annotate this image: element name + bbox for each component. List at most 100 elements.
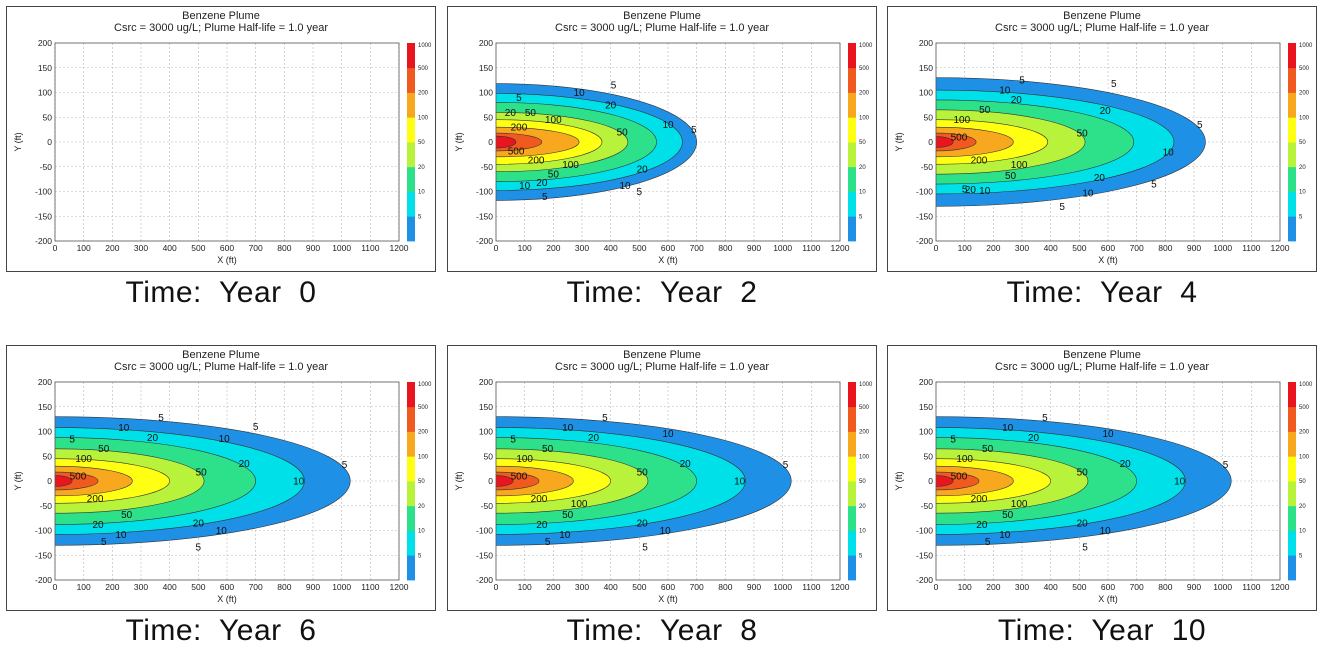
x-tick-label: 600 (220, 243, 234, 253)
x-tick-label: 1000 (1213, 243, 1232, 253)
colorbar-tick-label: 20 (859, 165, 866, 171)
x-tick-label: 500 (1072, 582, 1086, 592)
x-tick-label: 0 (934, 243, 939, 253)
colorbar-segment-10 (407, 191, 415, 217)
colorbar-segment-100 (407, 117, 415, 143)
colorbar-tick-label: 10 (418, 190, 425, 196)
y-tick-label: 200 (479, 38, 493, 48)
contour-label: 5 (1111, 79, 1117, 90)
contour-label: 10 (1163, 147, 1175, 158)
y-tick-label: -200 (476, 575, 493, 585)
colorbar-tick-label: 200 (1299, 91, 1310, 97)
chart-subtitle: Csrc = 3000 ug/L; Plume Half-life = 1.0 … (995, 22, 1209, 34)
x-tick-label: 200 (105, 243, 119, 253)
contour-label: 10 (1082, 188, 1094, 199)
x-axis-label: X (ft) (1098, 255, 1118, 265)
x-tick-label: 1000 (773, 243, 792, 253)
y-axis-label: Y (ft) (894, 132, 904, 151)
colorbar-segment-5 (407, 216, 415, 242)
colorbar-tick-label: 500 (859, 66, 870, 72)
y-tick-label: -150 (476, 550, 493, 560)
y-tick-label: 50 (43, 112, 53, 122)
y-tick-label: 50 (43, 451, 53, 461)
contour-label: 10 (1002, 423, 1014, 434)
colorbar-segment-500 (848, 406, 856, 432)
chart-title: Benzene Plume (1063, 10, 1141, 22)
x-tick-label: 700 (690, 243, 704, 253)
x-tick-label: 400 (1044, 243, 1058, 253)
colorbar-tick-label: 500 (1299, 66, 1310, 72)
x-tick-label: 900 (1187, 582, 1201, 592)
colorbar-segment-1000 (848, 382, 856, 408)
colorbar-tick-label: 1000 (418, 43, 432, 49)
x-tick-label: 1200 (831, 582, 850, 592)
colorbar-segment-5 (1288, 555, 1296, 581)
time-caption-year-2: Time: Year 2 (566, 276, 758, 309)
contour-label: 10 (660, 526, 672, 537)
contour-label: 20 (605, 100, 617, 111)
contour-label: 50 (982, 444, 994, 455)
contour-label: 5 (783, 460, 789, 471)
colorbar-tick-label: 100 (859, 115, 870, 121)
colorbar-segment-20 (1288, 166, 1296, 192)
contour-label: 100 (562, 160, 579, 171)
y-tick-label: 50 (484, 451, 494, 461)
contour-label: 5 (101, 537, 107, 548)
contour-label: 5 (516, 93, 522, 104)
y-tick-label: -50 (921, 162, 934, 172)
x-tick-label: 0 (53, 243, 58, 253)
x-axis-label: X (ft) (658, 594, 678, 604)
plume-chart-panel-year-4: Benzene Plume Csrc = 3000 ug/L; Plume Hal… (887, 6, 1317, 272)
contour-1000 (55, 475, 73, 487)
contour-label: 100 (545, 115, 562, 126)
y-tick-label: -100 (476, 187, 493, 197)
y-tick-label: -150 (35, 211, 52, 221)
colorbar-tick-label: 20 (1299, 165, 1306, 171)
contour-label: 10 (1102, 429, 1114, 440)
x-tick-label: 300 (134, 582, 148, 592)
y-tick-label: 50 (484, 112, 494, 122)
contour-label: 5 (985, 537, 991, 548)
colorbar-segment-20 (407, 505, 415, 531)
plot-frame (495, 42, 841, 242)
plume-contours (936, 416, 1232, 546)
colorbar-tick-label: 50 (1299, 140, 1306, 146)
contour-label: 5 (158, 413, 164, 424)
colorbar-tick-label: 5 (418, 553, 422, 559)
y-tick-label: -100 (35, 187, 52, 197)
contour-label: 20 (536, 520, 548, 531)
x-tick-label: 900 (306, 582, 320, 592)
colorbar-tick-label: 200 (859, 430, 870, 436)
contour-label: 10 (519, 181, 531, 192)
plume-contours (496, 83, 697, 201)
x-tick-label: 600 (1101, 243, 1115, 253)
colorbar-segment-50 (1288, 142, 1296, 168)
x-axis-label: X (ft) (658, 255, 678, 265)
x-tick-label: 1200 (390, 582, 409, 592)
y-tick-label: -50 (921, 501, 934, 511)
x-tick-label: 600 (661, 243, 675, 253)
contour-label: 5 (542, 192, 548, 203)
colorbar-tick-label: 500 (418, 66, 429, 72)
plot-frame (935, 381, 1281, 581)
chart-title: Benzene Plume (623, 349, 701, 361)
contour-label: 20 (193, 519, 205, 530)
colorbar-tick-label: 10 (859, 529, 866, 535)
y-tick-label: 0 (928, 476, 933, 486)
y-tick-label: 50 (924, 112, 934, 122)
x-tick-label: 1100 (802, 243, 821, 253)
colorbar-segment-500 (848, 67, 856, 93)
contour-label: 50 (548, 170, 560, 181)
x-tick-label: 700 (249, 243, 263, 253)
contour-label: 10 (999, 86, 1011, 97)
y-tick-label: 0 (47, 476, 52, 486)
y-axis-label: Y (ft) (454, 132, 464, 151)
contour-label: 20 (92, 520, 104, 531)
y-tick-label: -50 (40, 501, 53, 511)
colorbar-segment-100 (1288, 117, 1296, 143)
contour-label: 500 (511, 472, 528, 483)
x-tick-label: 500 (1072, 243, 1086, 253)
contour-label: 20 (637, 165, 649, 176)
colorbar-segment-50 (407, 142, 415, 168)
x-tick-label: 500 (191, 243, 205, 253)
